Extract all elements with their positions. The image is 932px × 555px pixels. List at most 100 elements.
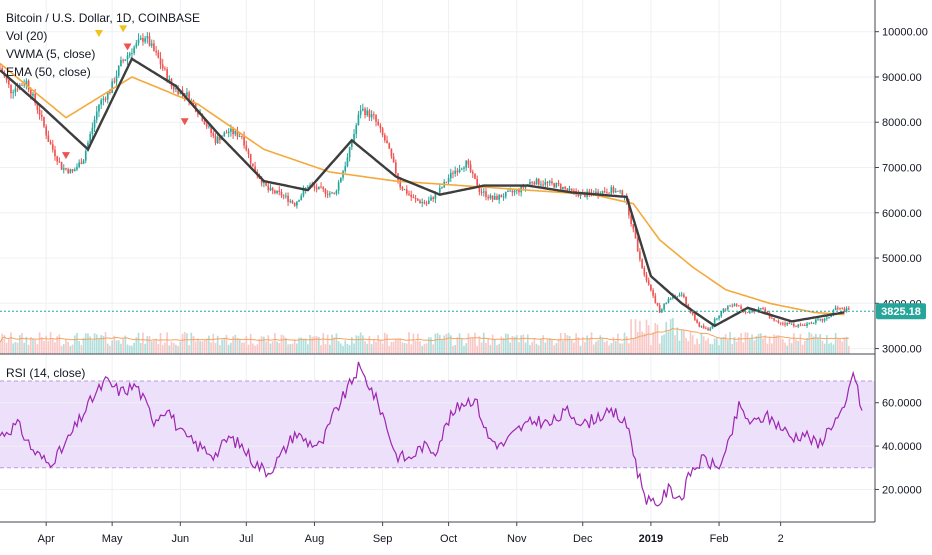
candle-body [95,111,98,120]
candle-body [601,191,604,195]
volume-bar [612,337,615,354]
rsi-pane-grid [0,380,875,490]
volume-bar [254,345,256,354]
candle-body [731,305,734,307]
volume-bar [808,332,811,354]
candle-body [419,200,421,204]
volume-bar [544,342,547,354]
candle-body [80,162,83,164]
candle-body [117,66,120,76]
volume-bar [502,338,505,354]
volume-bar [157,344,160,354]
volume-bar [621,343,624,354]
volume-bar [190,332,193,354]
volume-bar [608,345,610,354]
candle-body [300,195,303,201]
volume-bar [786,345,789,354]
volume-bar [430,337,432,354]
candle-body [792,323,795,327]
volume-bar [205,338,208,354]
legend-symbol[interactable]: Bitcoin / U.S. Dollar, 1D, COINBASE [6,11,200,25]
volume-bar [216,335,219,354]
candle-body [680,294,683,296]
volume-bar [25,336,28,354]
volume-bar [819,334,822,354]
candle-body [650,284,652,291]
rsi-line [0,361,863,507]
candle-body [348,146,351,158]
volume-bar [111,340,113,354]
volume-bar [337,341,340,354]
candle-body [779,322,782,324]
volume-bar [817,337,819,354]
legend-ema[interactable]: EMA (50, close) [6,65,91,79]
volume-bar [700,332,703,354]
volume-bar [551,338,553,354]
volume-bar [500,336,503,354]
volume-bar [595,341,597,354]
volume-bar [212,333,215,354]
candle-body [740,306,742,309]
volume-bar [201,341,204,354]
volume-bar [47,340,50,354]
volume-bar [388,345,391,354]
volume-bar [113,335,116,354]
candle-body [733,304,736,307]
volume-bar [344,340,347,354]
volume-bar [845,336,848,354]
signal-marker [61,152,70,160]
legend-vwma[interactable]: VWMA (5, close) [6,47,95,61]
candle-body [630,215,632,225]
candle-body [269,188,272,191]
volume-bar [665,321,668,354]
candle-body [427,200,430,204]
candle-body [727,306,729,310]
volume-bar [476,345,479,354]
candle-body [777,320,780,323]
volume-bar [390,341,393,354]
candle-body [12,92,15,94]
volume-bars [0,318,850,354]
volume-bar [636,332,639,354]
candle-body [689,309,692,313]
volume-bar [661,335,663,354]
candle-body [148,36,151,46]
candle-body [47,135,50,142]
candle-body [166,69,168,81]
candle-body [540,184,542,186]
legend-rsi[interactable]: RSI (14, close) [6,366,85,380]
candle-body [617,191,619,192]
volume-bar [443,335,446,354]
time-tick-label: May [102,533,123,545]
legend-volume[interactable]: Vol (20) [6,29,47,43]
candle-body [460,168,463,170]
candle-body [392,156,395,163]
candle-body [388,143,391,149]
candle-body [60,161,63,170]
candle-body [518,189,520,193]
volume-bar [522,334,525,354]
volume-bar [691,335,694,354]
candle-body [16,88,19,90]
candle-body [153,43,155,51]
candle-body [713,318,716,325]
candle-body [665,302,668,305]
volume-bar [438,334,441,354]
candle-body [181,90,184,94]
volume-bar [36,344,39,354]
candle-body [603,191,606,193]
volume-bar [331,334,333,354]
volume-bar [773,334,775,354]
candle-body [291,200,294,203]
time-tick-label: 2019 [639,533,663,545]
candle-body [351,142,353,147]
candle-body [364,108,366,116]
volume-bar [709,343,712,354]
volume-bar [183,332,186,354]
volume-bar [487,338,490,354]
volume-bar [480,342,483,354]
volume-bar [80,345,83,354]
volume-bar [340,343,342,354]
volume-bar [397,339,399,354]
volume-bar [718,345,720,354]
